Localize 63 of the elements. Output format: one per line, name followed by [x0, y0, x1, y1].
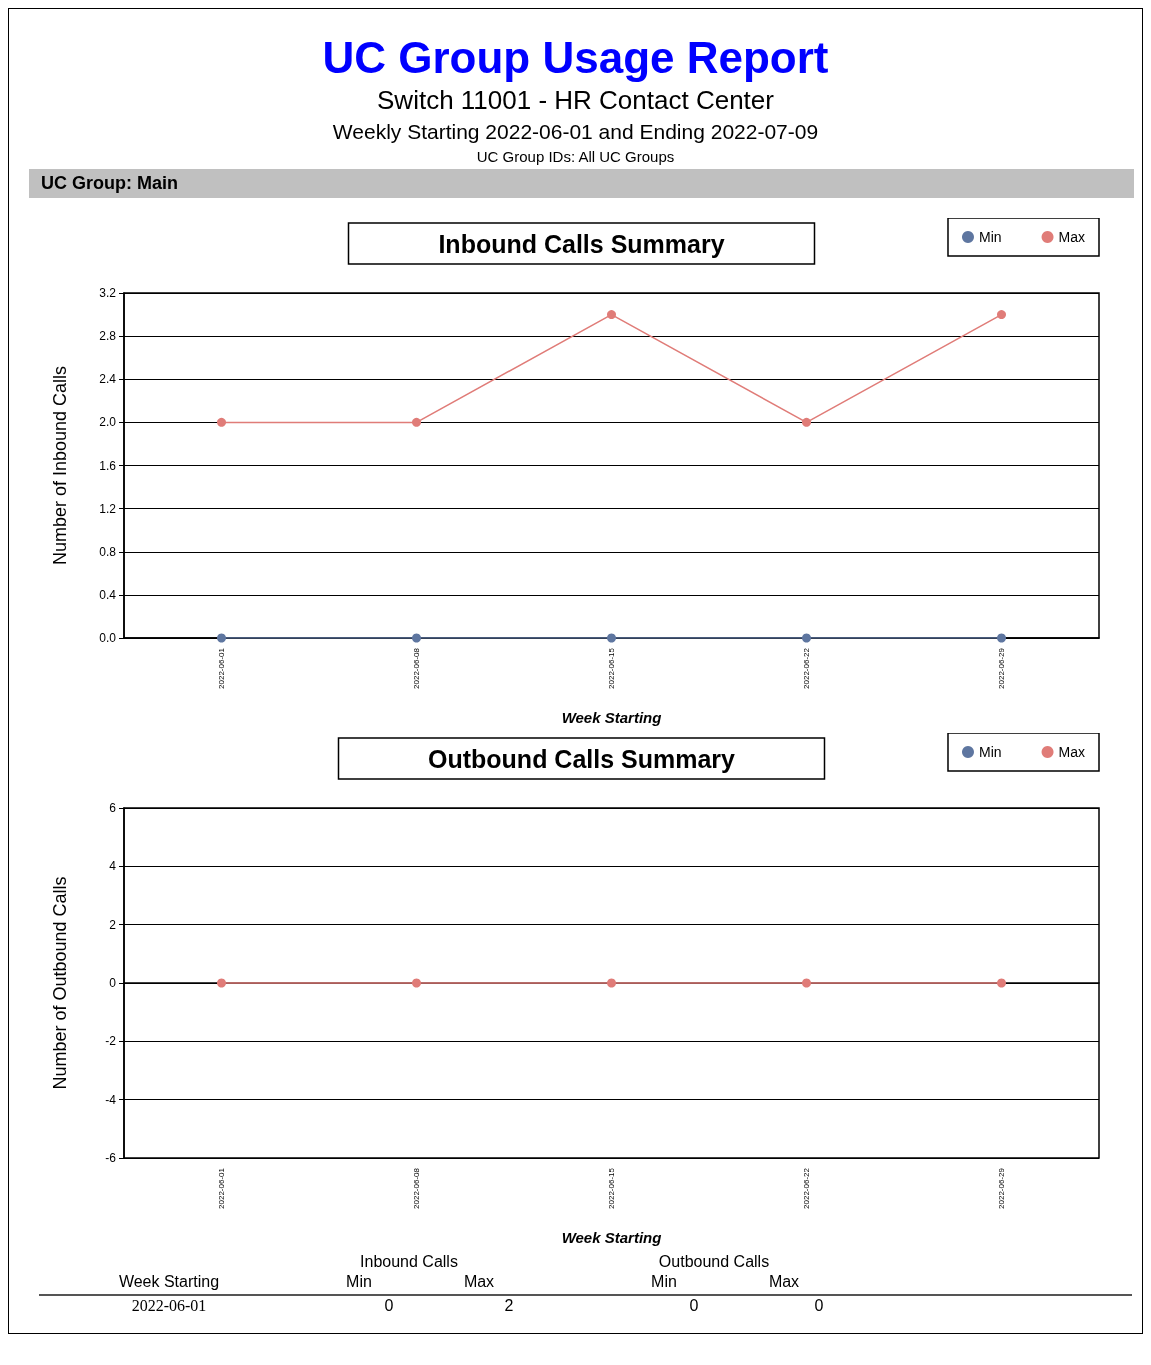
- point: [997, 633, 1006, 643]
- y-tick-label: 1.6: [99, 458, 117, 473]
- text: 0: [688, 1297, 700, 1315]
- x-tick-label: 2022-06-29: [997, 1167, 1006, 1209]
- chart-title: Outbound Calls Summary: [428, 744, 736, 773]
- text: Max: [462, 1273, 496, 1291]
- y-tick-label: 3.2: [99, 286, 117, 300]
- y-tick-label: 4: [109, 859, 117, 874]
- text: Min: [345, 1273, 373, 1291]
- legend-label: Min: [978, 744, 1002, 760]
- y-tick-label: 0.4: [99, 587, 117, 602]
- text: 0: [813, 1297, 825, 1315]
- y-axis-title: Number of Inbound Calls: [50, 365, 70, 566]
- text: Week Starting: [117, 1273, 221, 1291]
- text: Min: [650, 1273, 678, 1291]
- y-tick-label: -6: [105, 1151, 117, 1165]
- y-tick-label: 0.8: [99, 544, 117, 559]
- point: [802, 417, 811, 427]
- text: 2022-06-01: [130, 1297, 208, 1315]
- x-tick-label: 2022-06-08: [412, 647, 421, 689]
- point: [607, 633, 616, 643]
- x-axis-title: Week Starting: [561, 709, 662, 726]
- y-tick-label: 2: [109, 917, 117, 932]
- point: [412, 633, 421, 643]
- text: 2: [503, 1297, 515, 1315]
- text: Max: [767, 1273, 801, 1291]
- text: UC Group IDs: All UC Groups: [475, 147, 676, 167]
- x-tick-label: 2022-06-15: [607, 1167, 616, 1209]
- y-tick-label: 2.0: [99, 415, 117, 430]
- point: [217, 633, 226, 643]
- x-axis-title: Week Starting: [561, 1229, 662, 1246]
- text: Weekly Starting 2022-06-01 and Ending 2022-07-09: [331, 119, 820, 145]
- y-tick-label: 0.0: [99, 631, 117, 645]
- point: [607, 310, 616, 320]
- text: Switch 11001 - HR Contact Center: [376, 84, 775, 117]
- x-tick-label: 2022-06-15: [607, 647, 616, 689]
- legend-label: Min: [978, 229, 1002, 245]
- point: [997, 310, 1006, 320]
- y-tick-label: 2.4: [99, 372, 117, 387]
- chart-title: Inbound Calls Summary: [438, 229, 725, 258]
- x-tick-label: 2022-06-22: [802, 1167, 811, 1209]
- legend-label: Max: [1058, 229, 1085, 245]
- y-axis-title: Number of Outbound Calls: [50, 876, 70, 1090]
- text: UC Group: Main: [29, 169, 1134, 198]
- y-tick-label: 6: [109, 801, 117, 815]
- x-tick-label: 2022-06-22: [802, 647, 811, 689]
- point: [217, 417, 226, 427]
- text: Inbound Calls: [359, 1253, 459, 1271]
- x-tick-label: 2022-06-08: [412, 1167, 421, 1209]
- point: [412, 417, 421, 427]
- text: 0: [383, 1297, 395, 1315]
- x-tick-label: 2022-06-01: [217, 647, 226, 689]
- y-tick-label: -2: [105, 1034, 117, 1049]
- x-tick-label: 2022-06-01: [217, 1167, 226, 1209]
- text: UC Group Usage Report: [321, 33, 830, 83]
- y-tick-label: -4: [105, 1092, 117, 1107]
- legend-label: Max: [1058, 744, 1085, 760]
- point: [802, 633, 811, 643]
- y-tick-label: 1.2: [99, 501, 117, 516]
- y-tick-label: 0: [109, 976, 117, 990]
- text: Outbound Calls: [657, 1253, 771, 1271]
- y-tick-label: 2.8: [99, 329, 117, 344]
- x-tick-label: 2022-06-29: [997, 647, 1006, 689]
